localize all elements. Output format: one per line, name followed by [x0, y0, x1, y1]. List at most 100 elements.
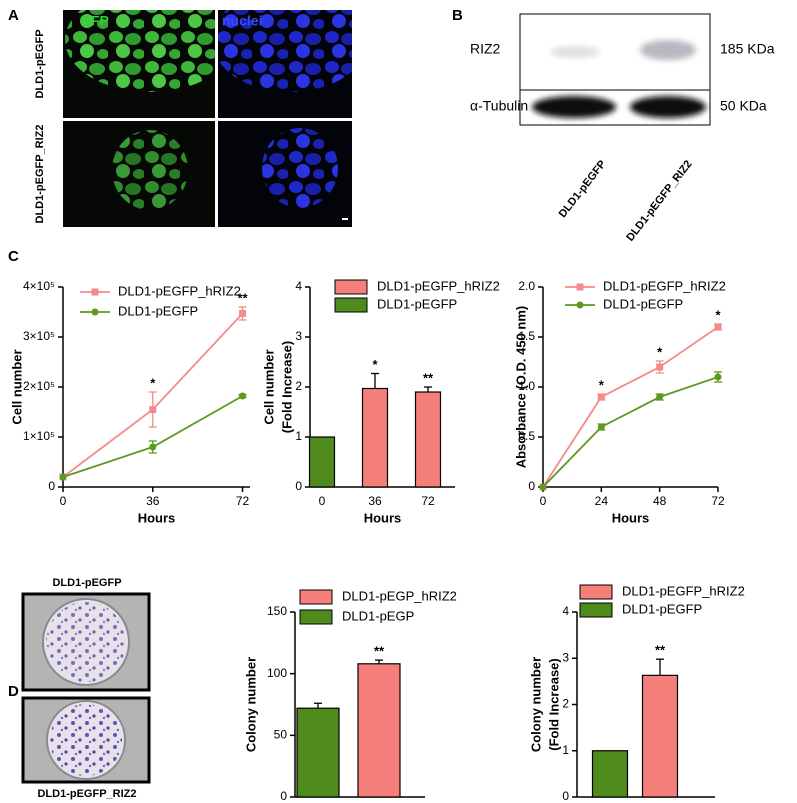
x-tick-label: 0: [60, 494, 67, 508]
y-tick-label: 4: [562, 604, 569, 618]
y-tick-label: 0: [295, 479, 302, 493]
significance: **: [655, 643, 666, 658]
blot-band: [630, 96, 706, 118]
y-tick-label: 150: [267, 604, 287, 618]
legend-label: DLD1-pEGFP: [622, 601, 702, 616]
channel-label: nuclei: [222, 13, 262, 29]
legend-swatch: [579, 584, 613, 600]
significance: *: [657, 344, 663, 359]
y-axis-label: Colony number: [243, 657, 258, 752]
y-tick-label: 0: [528, 479, 535, 493]
legend-label: DLD1-pEGFP_hRIZ2: [603, 278, 726, 293]
x-tick-label: 72: [421, 494, 435, 508]
blot-band: [532, 96, 616, 118]
plate-label: DLD1-pEGFP_RIZ2: [37, 788, 136, 800]
cells: [262, 128, 338, 208]
bar: [641, 674, 679, 798]
bar: [591, 750, 629, 798]
series-line: [542, 376, 719, 488]
lane-label: DLD1-pEGFP: [557, 158, 609, 220]
legend-label: DLD1-pEGFP_hRIZ2: [118, 283, 241, 298]
panel-label: A: [8, 7, 19, 24]
data-point: [149, 406, 157, 413]
significance: **: [237, 290, 248, 305]
x-tick-label: 36: [368, 494, 382, 508]
plate-label: DLD1-pEGFP: [52, 577, 121, 589]
data-point: [656, 363, 664, 371]
x-tick-label: 72: [711, 494, 725, 508]
y-tick-label: 100: [267, 666, 287, 680]
y-axis-label: Absorbance (O.D. 450 nm): [513, 306, 528, 469]
series-line: [542, 326, 719, 488]
bar: [296, 707, 340, 798]
y-tick-label: 2: [295, 379, 302, 393]
y-axis-label: (Fold Increase): [279, 341, 294, 433]
y-tick-label: 1.5: [518, 329, 535, 343]
y-axis-label: (Fold Increase): [546, 658, 561, 750]
legend-marker: [91, 288, 99, 296]
significance: *: [150, 375, 156, 390]
data-point: [149, 443, 157, 451]
panel-label: C: [8, 248, 19, 265]
legend-swatch: [579, 602, 613, 618]
band-label: α-Tubulin: [470, 98, 528, 114]
y-tick-label: 3: [562, 650, 569, 664]
band-label: RIZ2: [470, 41, 501, 57]
legend-swatch: [334, 279, 368, 295]
bar: [361, 387, 389, 488]
significance: **: [374, 644, 385, 659]
y-tick-label: 1: [562, 743, 569, 757]
x-axis-label: Hours: [364, 510, 402, 525]
data-point: [239, 392, 247, 400]
y-axis-label: Cell number: [9, 349, 24, 424]
significance: *: [715, 307, 721, 322]
data-point: [539, 483, 547, 491]
y-tick-label: 3: [295, 329, 302, 343]
cells: [65, 10, 215, 92]
data-point: [239, 310, 247, 317]
colonies: [50, 704, 122, 776]
significance: *: [599, 377, 605, 392]
bar: [357, 663, 401, 798]
legend-label: DLD1-pEGFP: [377, 296, 457, 311]
y-tick-label: 50: [274, 728, 288, 742]
y-tick-label: 4×10⁵: [23, 279, 55, 293]
x-tick-label: 48: [653, 494, 667, 508]
blot-band: [640, 40, 696, 60]
bar: [308, 436, 336, 488]
y-tick-label: 0: [562, 789, 569, 803]
panel-label: D: [8, 683, 19, 700]
y-tick-label: 1×10⁵: [23, 429, 55, 443]
legend-label: DLD1-pEGFP: [603, 296, 683, 311]
legend-marker: [91, 308, 99, 316]
legend-label: DLD1-pEGFP_hRIZ2: [377, 278, 500, 293]
significance: *: [372, 357, 378, 372]
legend-marker: [576, 283, 584, 291]
legend-swatch: [334, 297, 368, 313]
scale-bar: [342, 218, 348, 220]
y-axis-label: Colony number: [528, 657, 543, 752]
x-axis-label: Hours: [612, 510, 650, 525]
significance: **: [423, 370, 434, 385]
lane-label: DLD1-pEGFP_RIZ2: [624, 158, 694, 243]
y-tick-label: 0: [48, 479, 55, 493]
y-axis-label: Cell number: [261, 349, 276, 424]
y-tick-label: 1.0: [518, 379, 535, 393]
y-tick-label: 2: [562, 697, 569, 711]
band-size: 185 KDa: [720, 41, 775, 57]
channel-label: GFP: [80, 13, 109, 29]
data-point: [597, 423, 605, 431]
y-tick-label: 0.5: [518, 429, 535, 443]
x-tick-label: 72: [236, 494, 250, 508]
legend-swatch: [299, 609, 333, 625]
colonies: [46, 602, 126, 682]
data-point: [59, 473, 67, 481]
x-tick-label: 0: [540, 494, 547, 508]
y-tick-label: 2×10⁵: [23, 379, 55, 393]
legend-label: DLD1-pEGP_hRIZ2: [342, 588, 457, 603]
y-tick-label: 0: [280, 789, 287, 803]
y-tick-label: 2.0: [518, 279, 535, 293]
x-tick-label: 0: [319, 494, 326, 508]
